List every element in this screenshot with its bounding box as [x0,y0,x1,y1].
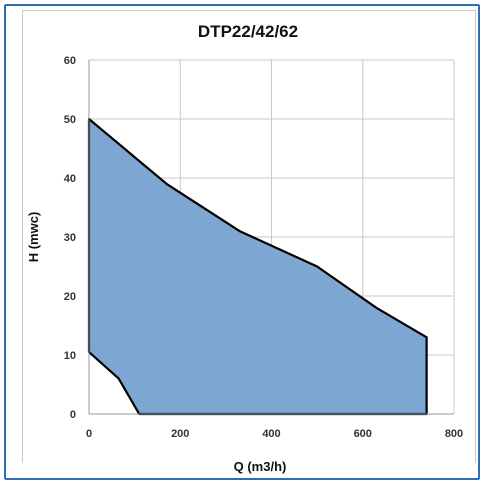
y-axis-title: H (mwc) [26,212,41,263]
x-tick-label: 200 [171,428,189,440]
y-tick-label: 0 [70,409,76,421]
area-layer [87,117,428,416]
axis-layer [88,60,454,415]
y-tick-label: 20 [64,291,76,303]
x-tick-label: 400 [262,428,280,440]
y-tick-label: 10 [64,350,76,362]
operating-range-area [87,117,428,416]
y-tick-label: 50 [64,114,76,126]
x-tick-label: 600 [354,428,372,440]
x-tick-label: 800 [445,428,463,440]
x-tick-label: 0 [86,428,92,440]
x-axis-title: Q (m3/h) [234,459,287,474]
y-tick-label: 40 [64,173,76,185]
y-tick-label: 60 [64,55,76,67]
y-tick-label: 30 [64,232,76,244]
chart-title: DTP22/42/62 [198,22,298,41]
tick-layer: 0 200 400 600 800 0 10 20 30 40 50 60 [64,55,463,440]
